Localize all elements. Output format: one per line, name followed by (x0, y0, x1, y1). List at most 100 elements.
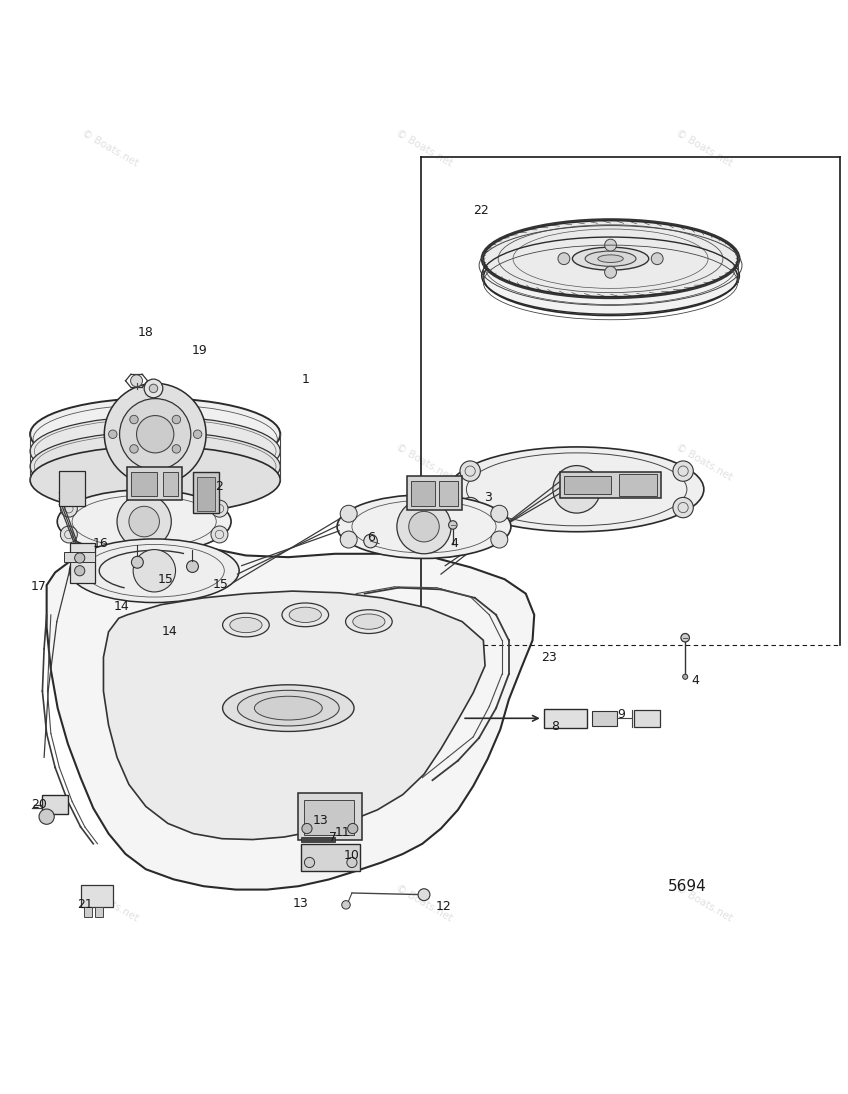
Circle shape (133, 549, 176, 592)
Text: © Boats.net: © Boats.net (394, 128, 454, 168)
Text: 7: 7 (329, 830, 338, 843)
Text: © Boats.net: © Boats.net (674, 128, 734, 168)
Text: 22: 22 (473, 203, 488, 217)
Circle shape (348, 824, 358, 834)
Circle shape (117, 494, 171, 549)
Bar (564, 476, 611, 494)
Bar (127, 467, 182, 500)
Bar (544, 709, 587, 728)
Circle shape (460, 498, 480, 517)
Text: 8: 8 (551, 720, 560, 733)
Ellipse shape (31, 417, 280, 486)
Circle shape (347, 858, 357, 868)
Circle shape (673, 461, 694, 481)
Ellipse shape (483, 221, 738, 296)
Text: 14: 14 (162, 626, 177, 638)
Circle shape (340, 531, 357, 548)
Circle shape (409, 511, 439, 542)
Circle shape (60, 526, 77, 543)
Circle shape (491, 531, 508, 548)
Text: 9: 9 (617, 709, 626, 721)
Circle shape (187, 560, 198, 572)
Ellipse shape (70, 539, 239, 603)
Bar (301, 843, 360, 871)
Bar (193, 473, 219, 513)
Ellipse shape (572, 247, 649, 270)
Text: 23: 23 (541, 651, 556, 664)
Ellipse shape (222, 685, 354, 732)
Circle shape (605, 240, 616, 251)
Bar (84, 907, 92, 917)
Circle shape (553, 466, 600, 513)
Circle shape (131, 557, 143, 568)
Bar (301, 837, 335, 842)
Bar (95, 907, 103, 917)
Circle shape (558, 253, 570, 265)
Circle shape (460, 461, 480, 481)
Ellipse shape (337, 494, 510, 558)
Text: 15: 15 (213, 578, 228, 591)
Text: © Boats.net: © Boats.net (674, 442, 734, 482)
Ellipse shape (31, 398, 280, 470)
Text: 5694: 5694 (667, 878, 706, 894)
Circle shape (681, 633, 689, 642)
Bar (304, 800, 354, 836)
Circle shape (683, 674, 688, 679)
Circle shape (651, 253, 663, 265)
Bar (619, 474, 657, 496)
Text: 10: 10 (344, 849, 360, 862)
Circle shape (137, 416, 174, 453)
Circle shape (75, 552, 85, 563)
Text: 4: 4 (691, 675, 700, 687)
Ellipse shape (585, 251, 636, 266)
Text: 2: 2 (215, 480, 223, 493)
Circle shape (60, 500, 77, 517)
Text: 13: 13 (313, 814, 328, 827)
Circle shape (491, 505, 508, 522)
Circle shape (39, 810, 54, 824)
Text: © Boats.net: © Boats.net (674, 883, 734, 923)
Ellipse shape (31, 446, 280, 514)
Bar (592, 711, 617, 726)
Text: © Boats.net: © Boats.net (81, 442, 140, 482)
Text: 4: 4 (450, 537, 459, 550)
Circle shape (120, 398, 191, 469)
Text: 16: 16 (92, 537, 108, 550)
Circle shape (304, 858, 315, 868)
Text: 11: 11 (335, 826, 350, 839)
Bar (197, 477, 215, 511)
Circle shape (211, 500, 228, 517)
Ellipse shape (31, 432, 280, 501)
Circle shape (418, 888, 430, 900)
Ellipse shape (237, 690, 339, 726)
Bar (59, 470, 85, 507)
Circle shape (131, 375, 142, 386)
Bar (634, 710, 660, 726)
Bar (298, 793, 362, 839)
Circle shape (673, 498, 694, 517)
Circle shape (75, 566, 85, 575)
Bar (64, 552, 95, 562)
Bar (42, 795, 68, 814)
Polygon shape (103, 591, 485, 839)
Text: © Boats.net: © Boats.net (81, 883, 140, 923)
Ellipse shape (483, 240, 738, 315)
Text: © Boats.net: © Boats.net (394, 883, 454, 923)
Text: © Boats.net: © Boats.net (394, 442, 454, 482)
Bar (407, 476, 462, 510)
Text: 18: 18 (138, 326, 153, 339)
Text: 20: 20 (31, 799, 47, 812)
Text: 17: 17 (31, 580, 47, 593)
Circle shape (129, 507, 159, 537)
Polygon shape (47, 538, 534, 889)
Circle shape (211, 526, 228, 543)
Ellipse shape (449, 447, 704, 532)
Circle shape (130, 416, 138, 423)
Circle shape (302, 824, 312, 834)
Ellipse shape (222, 613, 270, 637)
Bar (163, 473, 178, 496)
Circle shape (342, 900, 350, 909)
Text: 21: 21 (77, 898, 92, 911)
Text: 13: 13 (293, 897, 309, 909)
Circle shape (397, 500, 451, 554)
